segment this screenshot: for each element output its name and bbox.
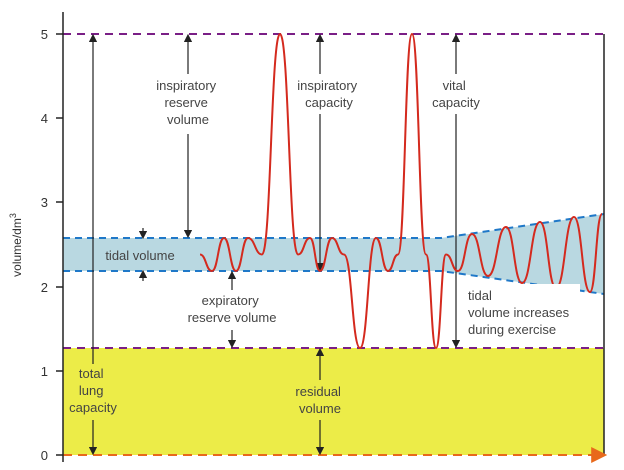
- band-lower-edge: [63, 270, 605, 295]
- label-inspiratory-reserve: inspiratory reserve volume: [156, 78, 220, 127]
- tick-1: 1: [41, 364, 48, 379]
- label-total-lung-capacity: total lung capacity: [69, 366, 117, 415]
- label-expiratory-reserve: expiratory reserve volume: [188, 293, 277, 325]
- tidal-band-exercise: [441, 214, 604, 294]
- tick-5: 5: [41, 27, 48, 42]
- y-ticks: [56, 33, 63, 456]
- spirometer-trace: [199, 32, 603, 350]
- tick-0: 0: [41, 448, 48, 463]
- label-tidal-exercise: tidal volume increases during exercise: [468, 288, 573, 337]
- label-residual-volume: residual volume: [295, 384, 344, 416]
- tick-3: 3: [41, 195, 48, 210]
- label-vital-capacity: vital capacity: [432, 78, 480, 110]
- label-inspiratory-capacity: inspiratory capacity: [297, 78, 361, 110]
- tidal-band-rest: [63, 238, 441, 271]
- label-tidal-volume: tidal volume: [105, 248, 174, 263]
- tick-2: 2: [41, 280, 48, 295]
- y-axis-label: volume/dm3: [8, 213, 24, 277]
- tick-4: 4: [41, 111, 48, 126]
